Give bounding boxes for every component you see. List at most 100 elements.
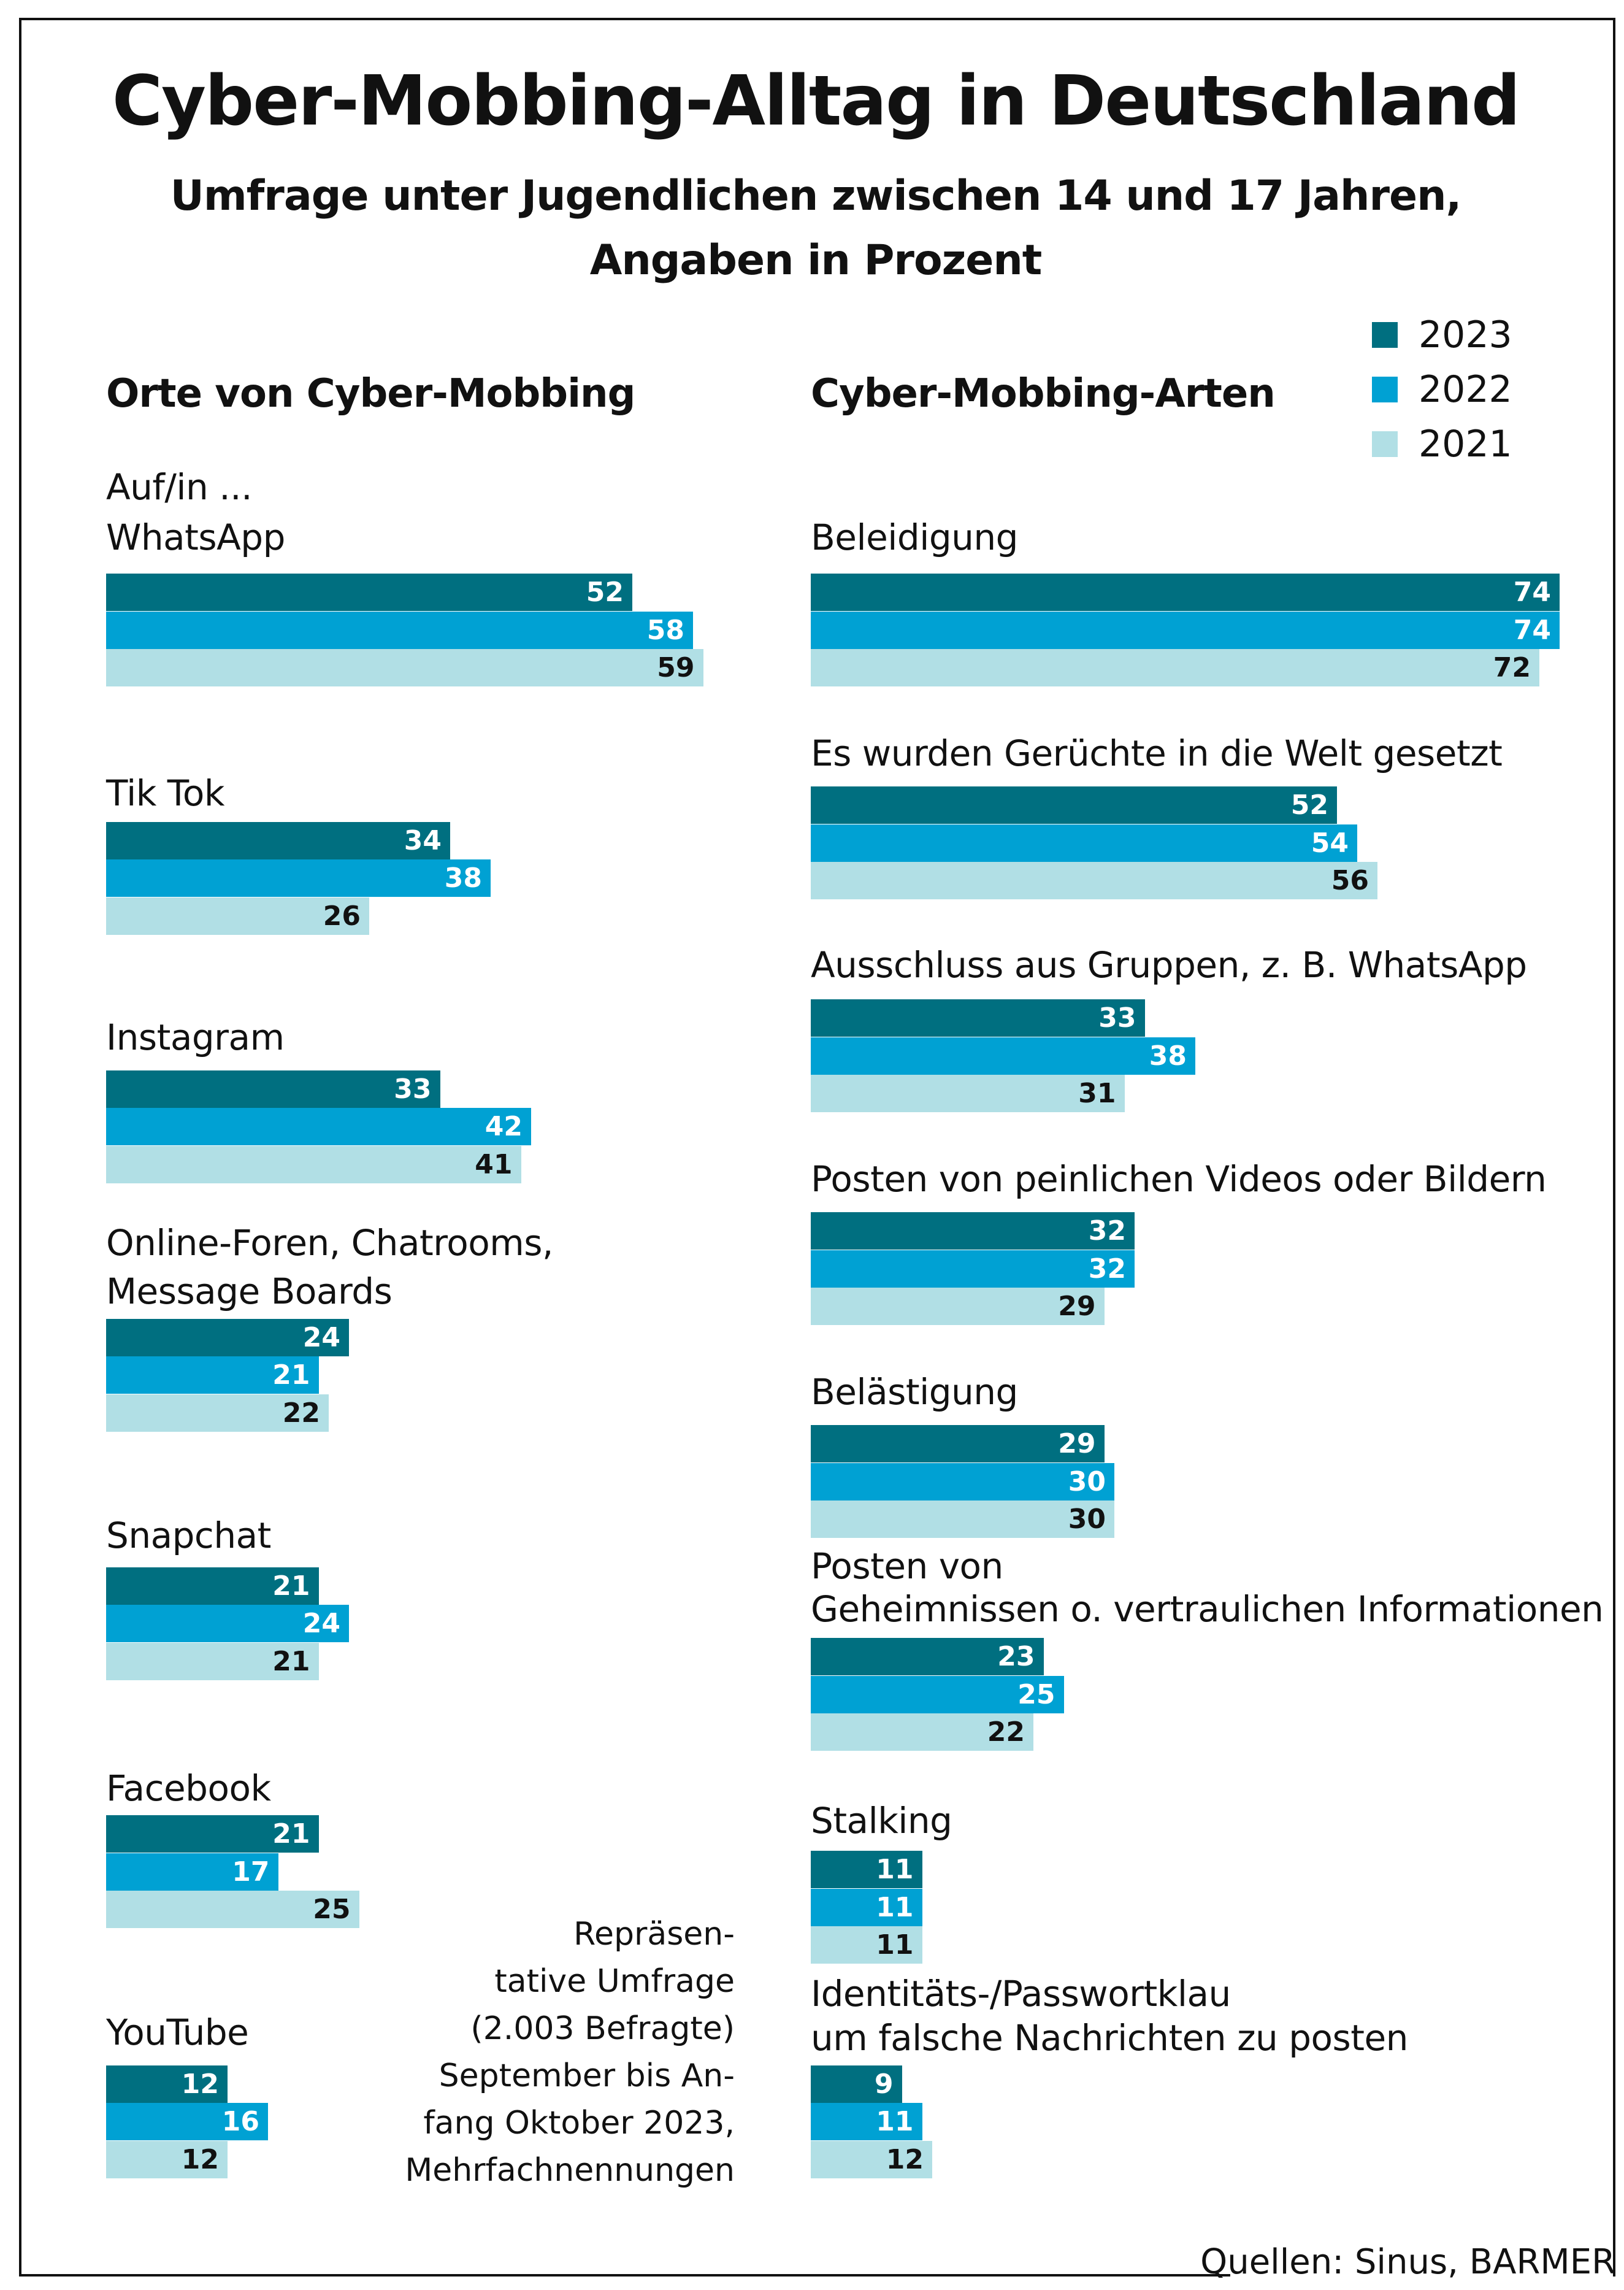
bar-value-label: 16 xyxy=(221,2106,259,2138)
right-chart-title: Cyber-Mobbing-Arten xyxy=(811,371,1276,417)
bar-value-label: 24 xyxy=(302,1608,340,1640)
left-chart-title: Orte von Cyber-Mobbing xyxy=(106,371,635,417)
category-label: WhatsApp xyxy=(106,517,285,559)
legend-label-2021: 2021 xyxy=(1419,423,1512,466)
bar-2023: 21 xyxy=(106,1815,319,1853)
bar-2022: 21 xyxy=(106,1356,319,1394)
bar-2022: 11 xyxy=(811,1888,922,1926)
category-label: Tik Tok xyxy=(106,772,224,814)
bar-value-label: 74 xyxy=(1513,614,1551,646)
bar-value-label: 52 xyxy=(1290,790,1328,821)
bar-value-label: 32 xyxy=(1088,1253,1126,1285)
category-label: Online-Foren, Chatrooms, xyxy=(106,1221,553,1264)
chart-title: Cyber-Mobbing-Alltag in Deutschland xyxy=(112,61,1520,141)
category-label: Snapchat xyxy=(106,1514,271,1556)
bar-2021: 72 xyxy=(811,649,1539,687)
bar-value-label: 25 xyxy=(313,1894,351,1926)
bar-value-label: 12 xyxy=(181,2143,219,2175)
bar-2022: 16 xyxy=(106,2103,268,2141)
survey-note: Repräsen-tative Umfrage (2.003 Befragte) S… xyxy=(405,1911,735,2194)
bar-2022: 58 xyxy=(106,611,693,649)
bar-2023: 29 xyxy=(811,1425,1105,1463)
bar-2022: 25 xyxy=(811,1675,1064,1713)
bar-2023: 32 xyxy=(811,1212,1135,1250)
bar-2022: 42 xyxy=(106,1108,531,1146)
bar-2021: 59 xyxy=(106,649,703,687)
bar-value-label: 72 xyxy=(1493,652,1531,684)
bar-value-label: 22 xyxy=(987,1716,1025,1748)
bar-2021: 12 xyxy=(811,2140,932,2178)
bar-2023: 33 xyxy=(106,1070,440,1108)
bar-2023: 74 xyxy=(811,574,1560,612)
bar-value-label: 12 xyxy=(181,2068,219,2100)
survey-note-line: Mehrfachnennungen xyxy=(405,2152,735,2189)
source: Quellen: Sinus, BARMER xyxy=(1200,2242,1615,2282)
bar-2023: 12 xyxy=(106,2065,228,2103)
bar-2021: 56 xyxy=(811,862,1377,900)
category-label: Facebook xyxy=(106,1767,271,1809)
bar-value-label: 11 xyxy=(876,1929,914,1961)
bar-value-label: 11 xyxy=(876,1891,914,1923)
bar-value-label: 30 xyxy=(1068,1466,1106,1497)
bar-2021: 12 xyxy=(106,2140,228,2178)
left-chart-intro: Auf/in ... xyxy=(106,466,253,508)
category-label: Ausschluss aus Gruppen, z. B. WhatsApp xyxy=(811,943,1527,986)
frame-top xyxy=(19,18,1615,20)
bar-2021: 22 xyxy=(811,1713,1033,1751)
bar-value-label: 12 xyxy=(886,2143,924,2175)
category-label: Es wurden Gerüchte in die Welt gesetzt xyxy=(811,732,1503,774)
category-label: Belästigung xyxy=(811,1371,1018,1413)
bar-2022: 24 xyxy=(106,1605,349,1643)
bar-value-label: 33 xyxy=(394,1073,432,1105)
survey-note-line: Repräsen- xyxy=(573,1916,735,1953)
bar-value-label: 41 xyxy=(475,1148,513,1180)
category-label: Instagram xyxy=(106,1016,285,1058)
frame-left xyxy=(19,18,21,2277)
bar-2022: 11 xyxy=(811,2103,922,2141)
category-label: Identitäts-/Passwortklau xyxy=(811,1972,1231,2015)
bar-2022: 32 xyxy=(811,1250,1135,1288)
bar-value-label: 74 xyxy=(1513,577,1551,609)
bar-value-label: 59 xyxy=(657,652,695,684)
bar-value-label: 25 xyxy=(1017,1678,1055,1710)
legend-swatch-2022 xyxy=(1372,377,1398,402)
bar-2022: 38 xyxy=(811,1037,1195,1075)
bar-2023: 34 xyxy=(106,821,450,859)
bar-value-label: 17 xyxy=(232,1856,270,1888)
bar-value-label: 24 xyxy=(302,1321,340,1353)
bar-value-label: 31 xyxy=(1078,1078,1116,1110)
bar-2023: 52 xyxy=(106,574,632,612)
bar-2023: 9 xyxy=(811,2065,902,2103)
category-label: Geheimnissen o. vertraulichen Informatio… xyxy=(811,1588,1604,1631)
category-label: Posten von xyxy=(811,1545,1003,1588)
survey-note-line: fang Oktober 2023, xyxy=(423,2105,735,2142)
survey-note-line: (2.003 Befragte) xyxy=(470,2010,735,2047)
bar-value-label: 21 xyxy=(272,1818,310,1850)
bar-value-label: 33 xyxy=(1098,1002,1136,1034)
bar-2023: 21 xyxy=(106,1567,319,1605)
frame-right xyxy=(1613,18,1615,2277)
legend-label-2022: 2022 xyxy=(1419,368,1512,411)
bar-value-label: 23 xyxy=(997,1641,1035,1673)
bar-2021: 11 xyxy=(811,1926,922,1964)
bar-2023: 52 xyxy=(811,786,1337,824)
bar-2023: 23 xyxy=(811,1638,1044,1676)
bar-value-label: 29 xyxy=(1058,1291,1096,1323)
bar-value-label: 42 xyxy=(485,1111,523,1143)
bar-value-label: 34 xyxy=(404,824,442,856)
survey-note-line: September bis An- xyxy=(439,2058,735,2094)
category-label: Beleidigung xyxy=(811,517,1018,559)
category-label: um falsche Nachrichten zu posten xyxy=(811,2017,1408,2059)
category-label: YouTube xyxy=(106,2011,249,2053)
survey-note-line: tative Umfrage xyxy=(494,1963,735,2000)
bar-2021: 29 xyxy=(811,1288,1105,1326)
bar-2021: 21 xyxy=(106,1642,319,1680)
bar-2022: 74 xyxy=(811,611,1560,649)
bar-2022: 17 xyxy=(106,1853,278,1891)
bar-2023: 33 xyxy=(811,999,1145,1037)
category-label: Message Boards xyxy=(106,1270,393,1313)
bar-value-label: 11 xyxy=(876,2106,914,2138)
bar-2021: 26 xyxy=(106,897,369,935)
bar-2022: 38 xyxy=(106,859,491,897)
subtitle-line-1: Umfrage unter Jugendlichen zwischen 14 u… xyxy=(170,172,1462,220)
